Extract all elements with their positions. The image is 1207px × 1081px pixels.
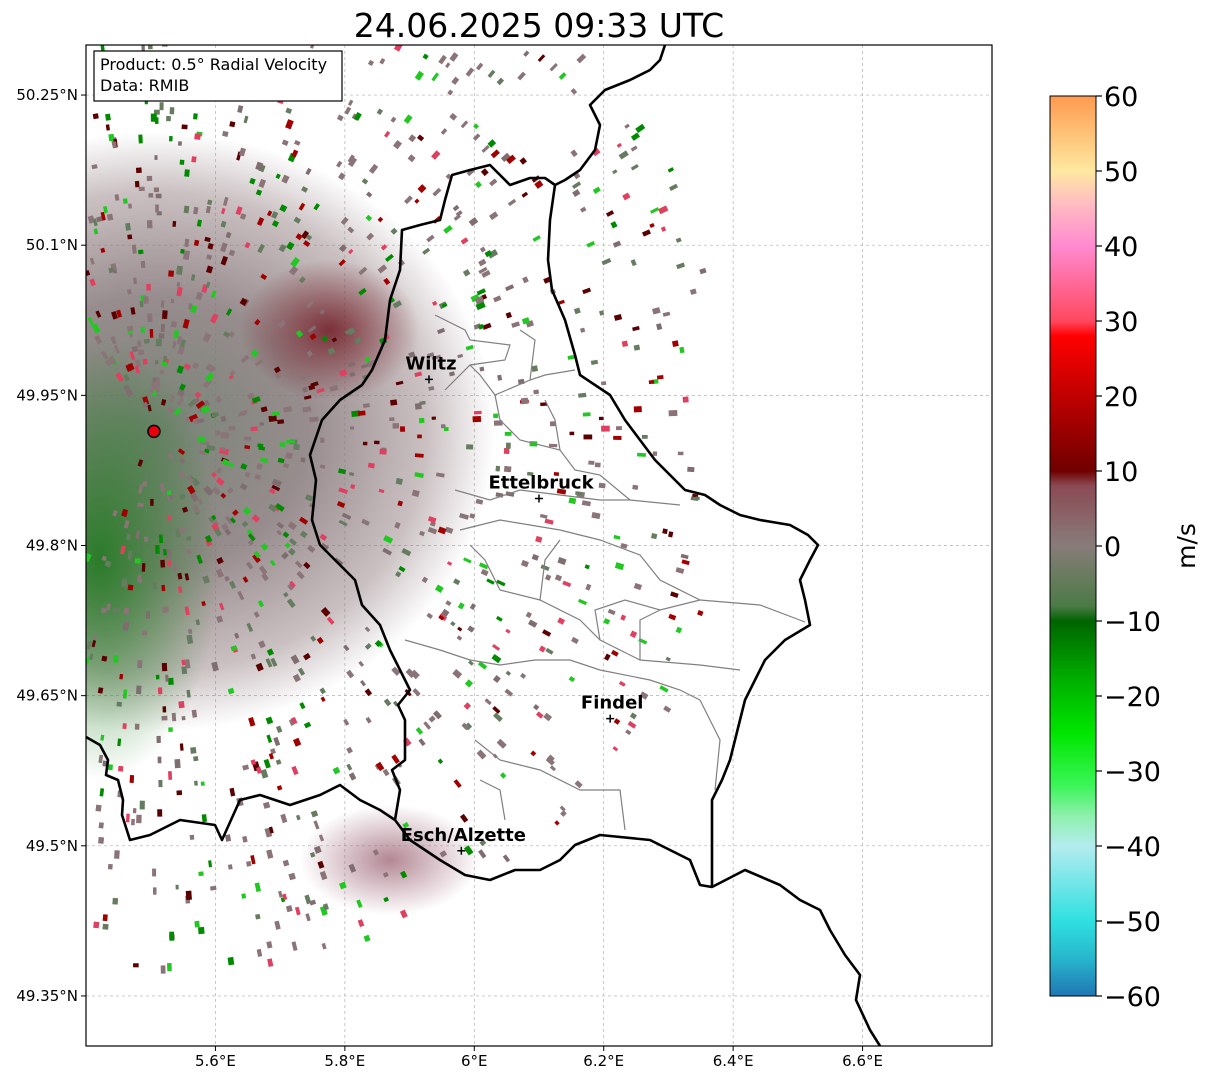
colorbar-tick-label: −60	[1104, 982, 1161, 1013]
radar-site-marker	[147, 424, 161, 439]
colorbar-ticks: 60 50 40 30 20 10 0 −10 −20 −30 −40 −50 −60	[1096, 82, 1161, 1013]
city-marker	[457, 846, 466, 855]
lat-axis: 50.25°N 50.1°N 49.95°N 49.8°N 49.65°N 49.5°N 4…	[16, 86, 86, 1005]
colorbar: 60 50 40 30 20 10 0 −10 −20 −30 −40 −50 −60 m/s	[1049, 82, 1201, 1013]
figure-title: 24.06.2025 09:33 UTC	[354, 6, 724, 45]
colorbar-tick-label: −30	[1104, 757, 1161, 788]
colorbar-tick-label: 0	[1104, 532, 1121, 563]
city-esch-alzette: Esch/Alzette	[401, 825, 526, 855]
colorbar-tick-label: −20	[1104, 682, 1161, 713]
city-labels: Wiltz Ettelbruck Findel Esch/Alzette	[401, 353, 644, 855]
city-marker	[606, 714, 615, 723]
lon-axis: 5.6°E 5.8°E 6°E 6.2°E 6.4°E 6.6°E	[195, 1046, 883, 1070]
colorbar-tick-label: 50	[1104, 157, 1138, 188]
colorbar-tick-label: 10	[1104, 457, 1138, 488]
city-wiltz: Wiltz	[405, 353, 457, 384]
colorbar-gradient	[1049, 95, 1097, 997]
lat-tick-label: 49.35°N	[16, 987, 78, 1005]
product-info-box	[93, 50, 343, 102]
city-label: Findel	[581, 693, 644, 714]
city-findel: Findel	[581, 693, 644, 723]
lat-tick-label: 50.25°N	[16, 86, 78, 104]
colorbar-tick-label: −10	[1104, 607, 1161, 638]
colorbar-tick-label: 60	[1104, 82, 1138, 113]
product-label: Product: 0.5° Radial Velocity	[100, 55, 327, 74]
lat-tick-label: 50.1°N	[26, 236, 78, 254]
lon-tick-label: 6.6°E	[842, 1052, 883, 1070]
city-marker	[424, 375, 433, 384]
colorbar-tick-label: −40	[1104, 832, 1161, 863]
lat-tick-label: 49.65°N	[16, 687, 78, 705]
lon-tick-label: 6°E	[461, 1052, 488, 1070]
colorbar-tick-label: 40	[1104, 232, 1138, 263]
municipality-borders	[404, 314, 806, 831]
lon-tick-label: 6.2°E	[583, 1052, 624, 1070]
lat-tick-label: 49.95°N	[16, 386, 78, 404]
lon-tick-label: 6.4°E	[713, 1052, 754, 1070]
map-area: Wiltz Ettelbruck Findel Esch/Alzette Produc…	[85, 44, 993, 1047]
city-marker	[535, 494, 543, 503]
city-label: Ettelbruck	[488, 472, 594, 493]
city-label: Esch/Alzette	[401, 825, 526, 846]
colorbar-label: m/s	[1172, 523, 1201, 569]
colorbar-tick-label: 30	[1104, 307, 1138, 338]
data-source-label: Data: RMIB	[100, 76, 189, 95]
lon-tick-label: 5.8°E	[324, 1052, 365, 1070]
lon-tick-label: 5.6°E	[195, 1052, 236, 1070]
colorbar-tick-label: 20	[1104, 382, 1138, 413]
city-ettelbruck: Ettelbruck	[488, 472, 595, 503]
city-label: Wiltz	[405, 353, 456, 374]
radar-gates	[86, 45, 707, 974]
lat-tick-label: 49.8°N	[26, 537, 78, 555]
country-borders	[86, 45, 882, 1046]
lat-tick-label: 49.5°N	[26, 837, 78, 855]
colorbar-tick-label: −50	[1104, 907, 1161, 938]
